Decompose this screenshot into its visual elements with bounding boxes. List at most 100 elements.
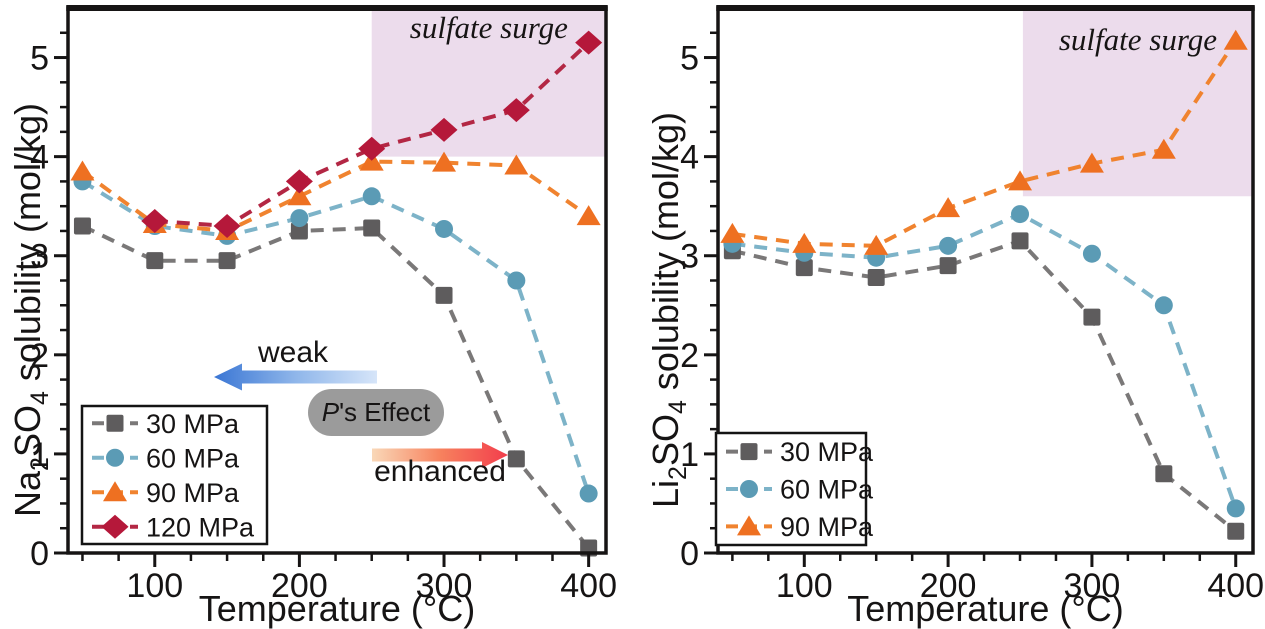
x-tick-label: 100 xyxy=(126,567,183,605)
y-tick-label: 2 xyxy=(680,337,699,375)
data-point xyxy=(1154,296,1173,315)
legend-label: 30 MPa xyxy=(146,409,240,439)
sulfate-surge-region xyxy=(1022,8,1253,197)
data-point xyxy=(432,151,457,172)
data-point xyxy=(430,117,458,142)
legend-item-60-mpa: 60 MPa xyxy=(92,443,240,473)
data-point xyxy=(936,197,961,218)
legend: 30 MPa 60 MPa 90 MPa xyxy=(714,431,874,547)
legend-marker xyxy=(737,515,761,536)
data-point xyxy=(720,222,745,243)
data-point xyxy=(575,30,603,55)
data-point xyxy=(1227,522,1245,540)
x-tick-label: 400 xyxy=(560,567,617,605)
x-axis: 100 200 300 400 Temperature (°C) xyxy=(731,553,1264,629)
data-point xyxy=(502,98,530,123)
weak-arrow-icon xyxy=(214,363,377,391)
subscript: 2 xyxy=(664,466,692,480)
enhanced-arrow-icon xyxy=(372,442,508,468)
series-line xyxy=(81,179,591,495)
legend-label: 90 MPa xyxy=(146,478,240,508)
data-point xyxy=(576,205,601,226)
x-tick-label: 200 xyxy=(271,567,328,605)
legend-marker xyxy=(740,443,758,461)
legend-marker xyxy=(101,514,129,539)
legend: 30 MPa 60 MPa 90 MPa 120 MPa xyxy=(80,404,269,546)
data-point xyxy=(939,257,957,275)
weak-label: weak xyxy=(257,336,329,369)
data-point xyxy=(792,232,817,253)
data-point xyxy=(70,160,95,181)
x-axis: 100 200 300 400 Temperature (°C) xyxy=(81,553,617,629)
series-30-mpa xyxy=(73,217,598,557)
effect-pill xyxy=(308,389,444,436)
y-tick-label: 4 xyxy=(680,139,699,177)
data-point xyxy=(795,259,813,277)
data-point xyxy=(1011,232,1029,250)
data-point xyxy=(1082,244,1101,263)
legend-marker xyxy=(103,481,127,502)
data-point xyxy=(507,450,525,468)
data-point xyxy=(435,286,453,304)
series-90-mpa xyxy=(720,29,1248,255)
data-point xyxy=(1223,29,1248,50)
x-tick-label: 300 xyxy=(1064,567,1121,605)
y-tick-label: 5 xyxy=(30,40,49,78)
x-tick-label: 200 xyxy=(920,567,977,605)
data-point xyxy=(1008,170,1033,191)
y-tick-label: 4 xyxy=(30,139,49,177)
data-point xyxy=(1155,465,1173,483)
label-part: solubility (mol/kg) xyxy=(7,103,48,391)
label-part: Na xyxy=(7,470,48,517)
x-axis-title: Temperature (°C) xyxy=(847,588,1123,629)
y-tick-label: 2 xyxy=(30,337,49,375)
y-tick-label: 1 xyxy=(30,436,49,474)
data-point xyxy=(507,271,526,290)
x-axis-title: Temperature (°C) xyxy=(199,588,475,629)
subscript: 4 xyxy=(664,400,692,414)
data-point xyxy=(73,217,91,235)
data-point xyxy=(290,209,309,228)
data-point xyxy=(579,484,598,503)
series-line xyxy=(732,39,1238,248)
legend-marker xyxy=(106,448,124,467)
legend-item-60-mpa: 60 MPa xyxy=(726,475,874,505)
y-tick-label: 5 xyxy=(680,40,699,78)
sulfate-surge-region xyxy=(371,8,606,157)
label-part: SO xyxy=(7,405,48,457)
legend-item-120-mpa: 120 MPa xyxy=(92,512,255,542)
legend-marker xyxy=(106,414,124,432)
y-tick-label: 0 xyxy=(680,535,699,573)
data-point xyxy=(146,252,164,270)
y-tick-label: 0 xyxy=(30,535,49,573)
series-120-mpa xyxy=(141,30,603,238)
label-part: solubility (mol/kg) xyxy=(645,112,686,400)
pressure-effect-annotation: weak P's Effect enhanced xyxy=(214,336,508,488)
legend-item-30-mpa: 30 MPa xyxy=(726,437,874,467)
effect-label-rest: 's Effect xyxy=(339,397,431,427)
y-tick-label: 1 xyxy=(680,436,699,474)
data-point xyxy=(435,219,454,238)
y-tick-label: 3 xyxy=(680,238,699,276)
data-point xyxy=(867,269,885,287)
label-part: Li xyxy=(645,480,686,508)
effect-label: P's Effect xyxy=(322,397,431,427)
data-point xyxy=(1011,205,1030,224)
series-line xyxy=(81,224,591,550)
enhanced-label: enhanced xyxy=(374,455,506,488)
y-tick-label: 3 xyxy=(30,238,49,276)
x-tick-label: 400 xyxy=(1207,567,1264,605)
data-point xyxy=(939,236,958,255)
legend-item-30-mpa: 30 MPa xyxy=(92,409,240,439)
y-axis-title: Li2SO4 solubility (mol/kg) xyxy=(645,112,692,508)
sulfate-surge-label: sulfate surge xyxy=(1059,22,1217,57)
label-part: SO xyxy=(645,414,686,466)
data-point xyxy=(1226,499,1245,518)
legend-marker xyxy=(740,480,758,498)
sulfate-surge-label: sulfate surge xyxy=(410,10,568,45)
data-point xyxy=(1151,138,1176,159)
legend-item-90-mpa: 90 MPa xyxy=(726,512,874,542)
